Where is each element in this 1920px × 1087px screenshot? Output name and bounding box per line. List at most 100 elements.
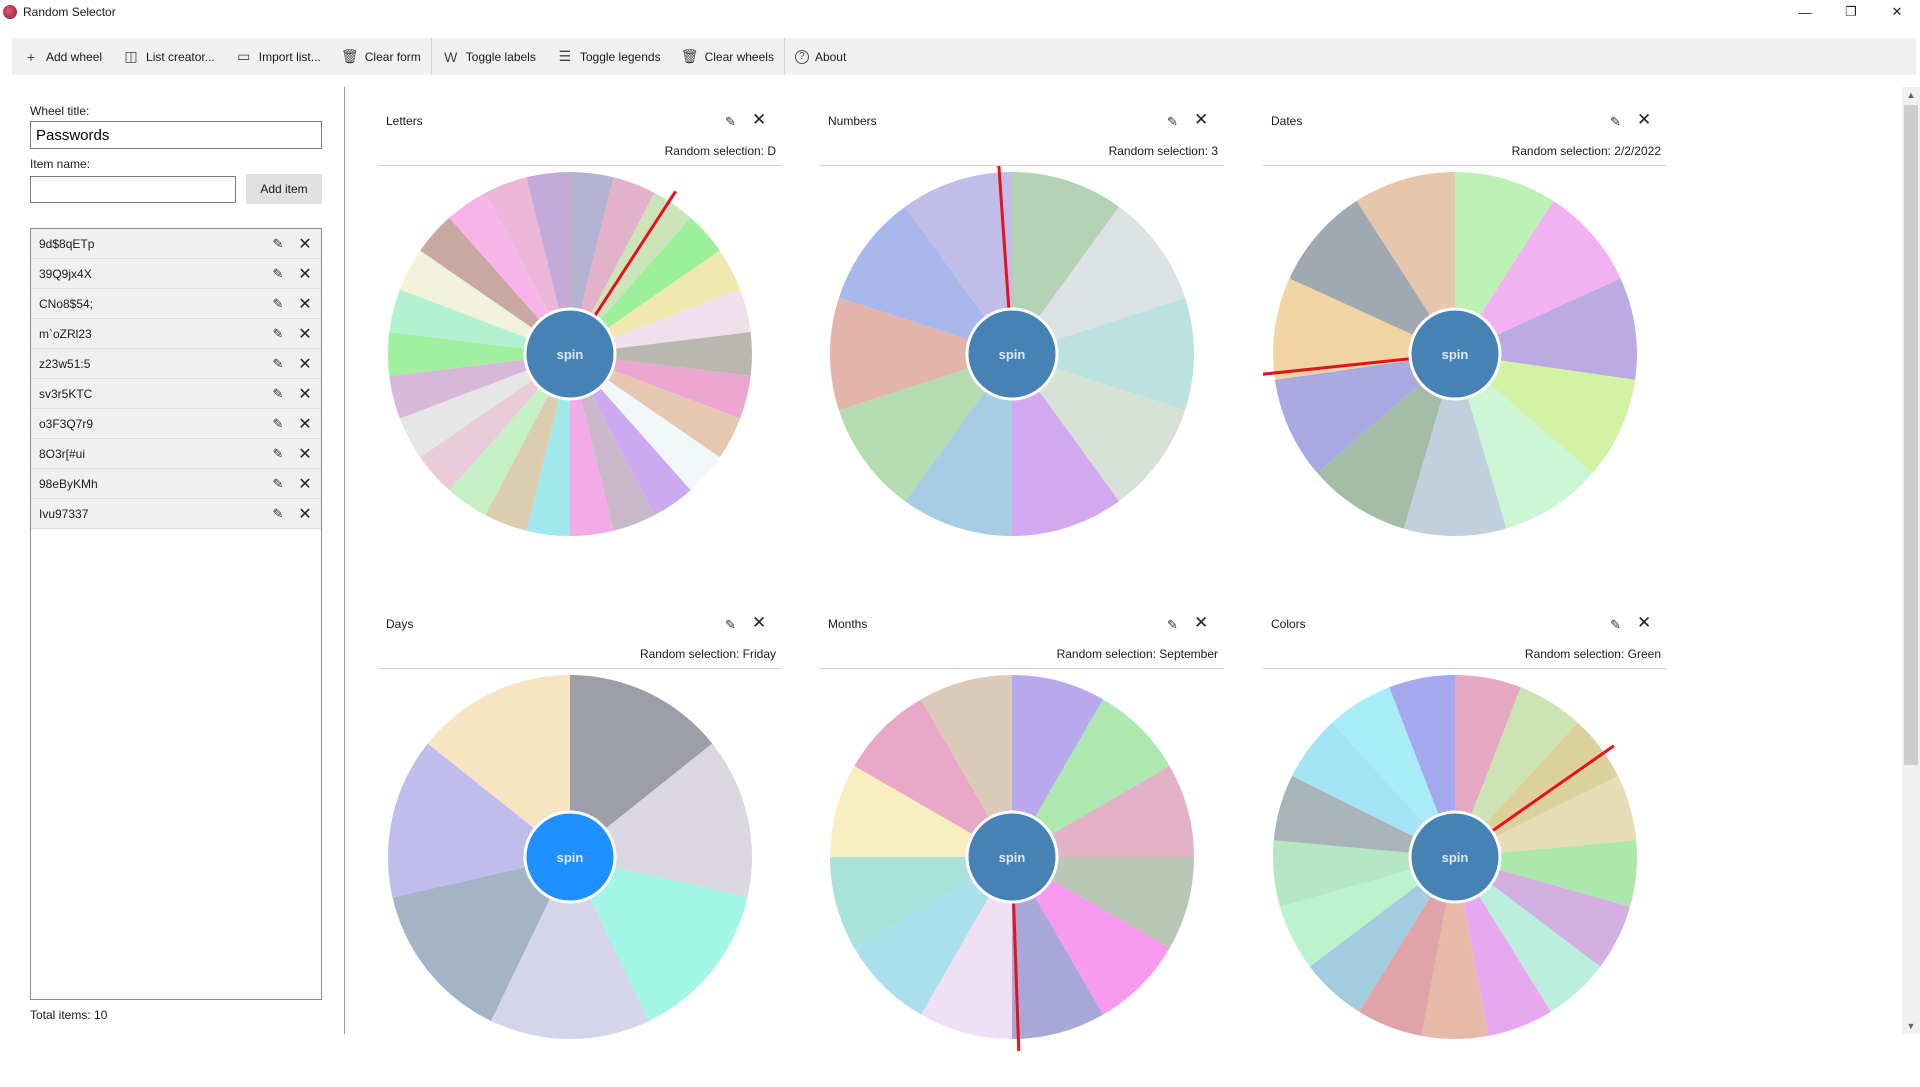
delete-icon[interactable]: ✕: [298, 295, 312, 313]
wheel-letters[interactable]: spin: [378, 166, 782, 584]
scroll-up-icon[interactable]: ▲: [1906, 90, 1916, 100]
wheel-dates[interactable]: spin: [1263, 166, 1667, 584]
list-item[interactable]: CNo8$54; ✎ ✕: [31, 289, 321, 319]
list-item[interactable]: Ivu97337 ✎ ✕: [31, 499, 321, 529]
list-item[interactable]: sv3r5KTC ✎ ✕: [31, 379, 321, 409]
list-item[interactable]: o3F3Q7r9 ✎ ✕: [31, 409, 321, 439]
edit-icon[interactable]: ✎: [272, 295, 284, 311]
close-wheel-icon[interactable]: ✕: [752, 613, 767, 632]
wheel-months[interactable]: spin: [820, 669, 1224, 1087]
edit-icon[interactable]: ✎: [272, 265, 284, 281]
scroll-thumb[interactable]: [1904, 105, 1918, 765]
spin-label[interactable]: spin: [1442, 347, 1469, 362]
wheel-numbers[interactable]: spin: [820, 166, 1224, 584]
item-name-input[interactable]: [30, 175, 236, 203]
delete-icon[interactable]: ✕: [298, 355, 312, 373]
list-item[interactable]: m`oZRl23 ✎ ✕: [31, 319, 321, 349]
toolbar-about-button[interactable]: ? About: [785, 38, 856, 75]
list-item[interactable]: 9d$8qETp ✎ ✕: [31, 229, 321, 259]
edit-icon[interactable]: ✎: [272, 415, 284, 431]
spin-label[interactable]: spin: [1442, 850, 1469, 865]
spin-label[interactable]: spin: [557, 850, 584, 865]
edit-icon[interactable]: ✎: [272, 505, 284, 521]
restore-button[interactable]: ❐: [1845, 4, 1857, 19]
spin-label[interactable]: spin: [999, 347, 1026, 362]
close-wheel-icon[interactable]: ✕: [1194, 613, 1209, 632]
edit-icon[interactable]: ✎: [272, 385, 284, 401]
spin-label[interactable]: spin: [999, 850, 1026, 865]
trash-icon: 🗑: [680, 48, 699, 64]
wheel-pointer: [593, 190, 677, 318]
edit-wheel-icon[interactable]: ✎: [1167, 617, 1178, 632]
edit-icon[interactable]: ✎: [272, 355, 284, 371]
toolbar-clear-wheels-button[interactable]: 🗑 Clear wheels: [671, 38, 784, 75]
spin-button[interactable]: [1408, 810, 1502, 904]
toolbar-add-wheel-button[interactable]: + Add wheel: [12, 38, 112, 75]
wheel-segment: [389, 354, 570, 419]
wheel-segment: [1012, 675, 1103, 857]
wheel-segment: [1273, 775, 1455, 857]
wheel-header: Colors ✎ ✕ Random selection: Green: [1263, 607, 1667, 669]
edit-wheel-icon[interactable]: ✎: [1167, 114, 1178, 129]
toolbar-list-creator-button[interactable]: ◫ List creator...: [112, 38, 225, 75]
edit-wheel-icon[interactable]: ✎: [725, 617, 736, 632]
delete-icon[interactable]: ✕: [298, 235, 312, 253]
list-item[interactable]: 98eByKMh ✎ ✕: [31, 469, 321, 499]
total-items-label: Total items: 10: [30, 1008, 108, 1022]
random-selection-text: Random selection: Friday: [639, 647, 776, 661]
wheel-segment: [1012, 354, 1186, 502]
delete-icon[interactable]: ✕: [298, 505, 312, 523]
delete-icon[interactable]: ✕: [298, 325, 312, 343]
wheel-days[interactable]: spin: [378, 669, 782, 1087]
toolbar-separator: [783, 38, 785, 75]
close-button[interactable]: ✕: [1891, 4, 1903, 19]
edit-wheel-icon[interactable]: ✎: [1610, 617, 1621, 632]
wheel-segment: [570, 289, 751, 354]
list-item[interactable]: 8O3r[#ui ✎ ✕: [31, 439, 321, 469]
delete-icon[interactable]: ✕: [298, 265, 312, 283]
wheel-segment: [1289, 200, 1455, 354]
edit-icon[interactable]: ✎: [272, 475, 284, 491]
spin-button[interactable]: [523, 810, 617, 904]
items-list[interactable]: 9d$8qETp ✎ ✕ 39Q9jx4X ✎ ✕ CNo8$54; ✎ ✕ m`oZRl23 ✎ ✕…: [30, 228, 322, 1000]
scroll-down-icon[interactable]: ▼: [1906, 1021, 1916, 1031]
toolbar-toggle-labels-button[interactable]: W Toggle labels: [432, 38, 546, 75]
delete-icon[interactable]: ✕: [298, 415, 312, 433]
wheel-title: Months: [828, 617, 868, 631]
toolbar-import-list-button[interactable]: ▭ Import list...: [225, 38, 331, 75]
delete-icon[interactable]: ✕: [298, 475, 312, 493]
list-item[interactable]: 39Q9jx4X ✎ ✕: [31, 259, 321, 289]
trash-icon: 🗑: [340, 48, 359, 64]
spin-button[interactable]: [965, 307, 1059, 401]
wheel-segment: [1309, 857, 1455, 1012]
close-wheel-icon[interactable]: ✕: [1637, 613, 1652, 632]
toolbar-clear-form-button[interactable]: 🗑 Clear form: [331, 38, 431, 75]
close-wheel-icon[interactable]: ✕: [1637, 110, 1652, 129]
wheel-segment: [1012, 857, 1194, 948]
delete-icon[interactable]: ✕: [298, 385, 312, 403]
list-item[interactable]: z23w51:5 ✎ ✕: [31, 349, 321, 379]
edit-icon[interactable]: ✎: [272, 235, 284, 251]
wheel-segment: [389, 289, 570, 354]
spin-button[interactable]: [965, 810, 1059, 904]
edit-wheel-icon[interactable]: ✎: [725, 114, 736, 129]
spin-label[interactable]: spin: [557, 347, 584, 362]
toolbar-toggle-legends-button[interactable]: ☰ Toggle legends: [546, 38, 671, 75]
edit-icon[interactable]: ✎: [272, 325, 284, 341]
close-wheel-icon[interactable]: ✕: [1194, 110, 1209, 129]
wheel-segment: [1455, 354, 1593, 529]
minimize-button[interactable]: —: [1798, 4, 1812, 20]
wheel-segment: [570, 172, 614, 354]
vertical-scrollbar[interactable]: ▲ ▼: [1902, 87, 1920, 1034]
spin-button[interactable]: [1408, 307, 1502, 401]
wheel-title-input[interactable]: [30, 121, 322, 149]
edit-wheel-icon[interactable]: ✎: [1610, 114, 1621, 129]
wheel-panel-colors: Colors ✎ ✕ Random selection: Green spin: [1263, 607, 1667, 1087]
edit-icon[interactable]: ✎: [272, 445, 284, 461]
spin-button[interactable]: [523, 307, 617, 401]
wheel-segment: [1455, 857, 1551, 1036]
add-item-button[interactable]: Add item: [246, 174, 322, 204]
close-wheel-icon[interactable]: ✕: [752, 110, 767, 129]
wheel-colors[interactable]: spin: [1263, 669, 1667, 1087]
delete-icon[interactable]: ✕: [298, 445, 312, 463]
